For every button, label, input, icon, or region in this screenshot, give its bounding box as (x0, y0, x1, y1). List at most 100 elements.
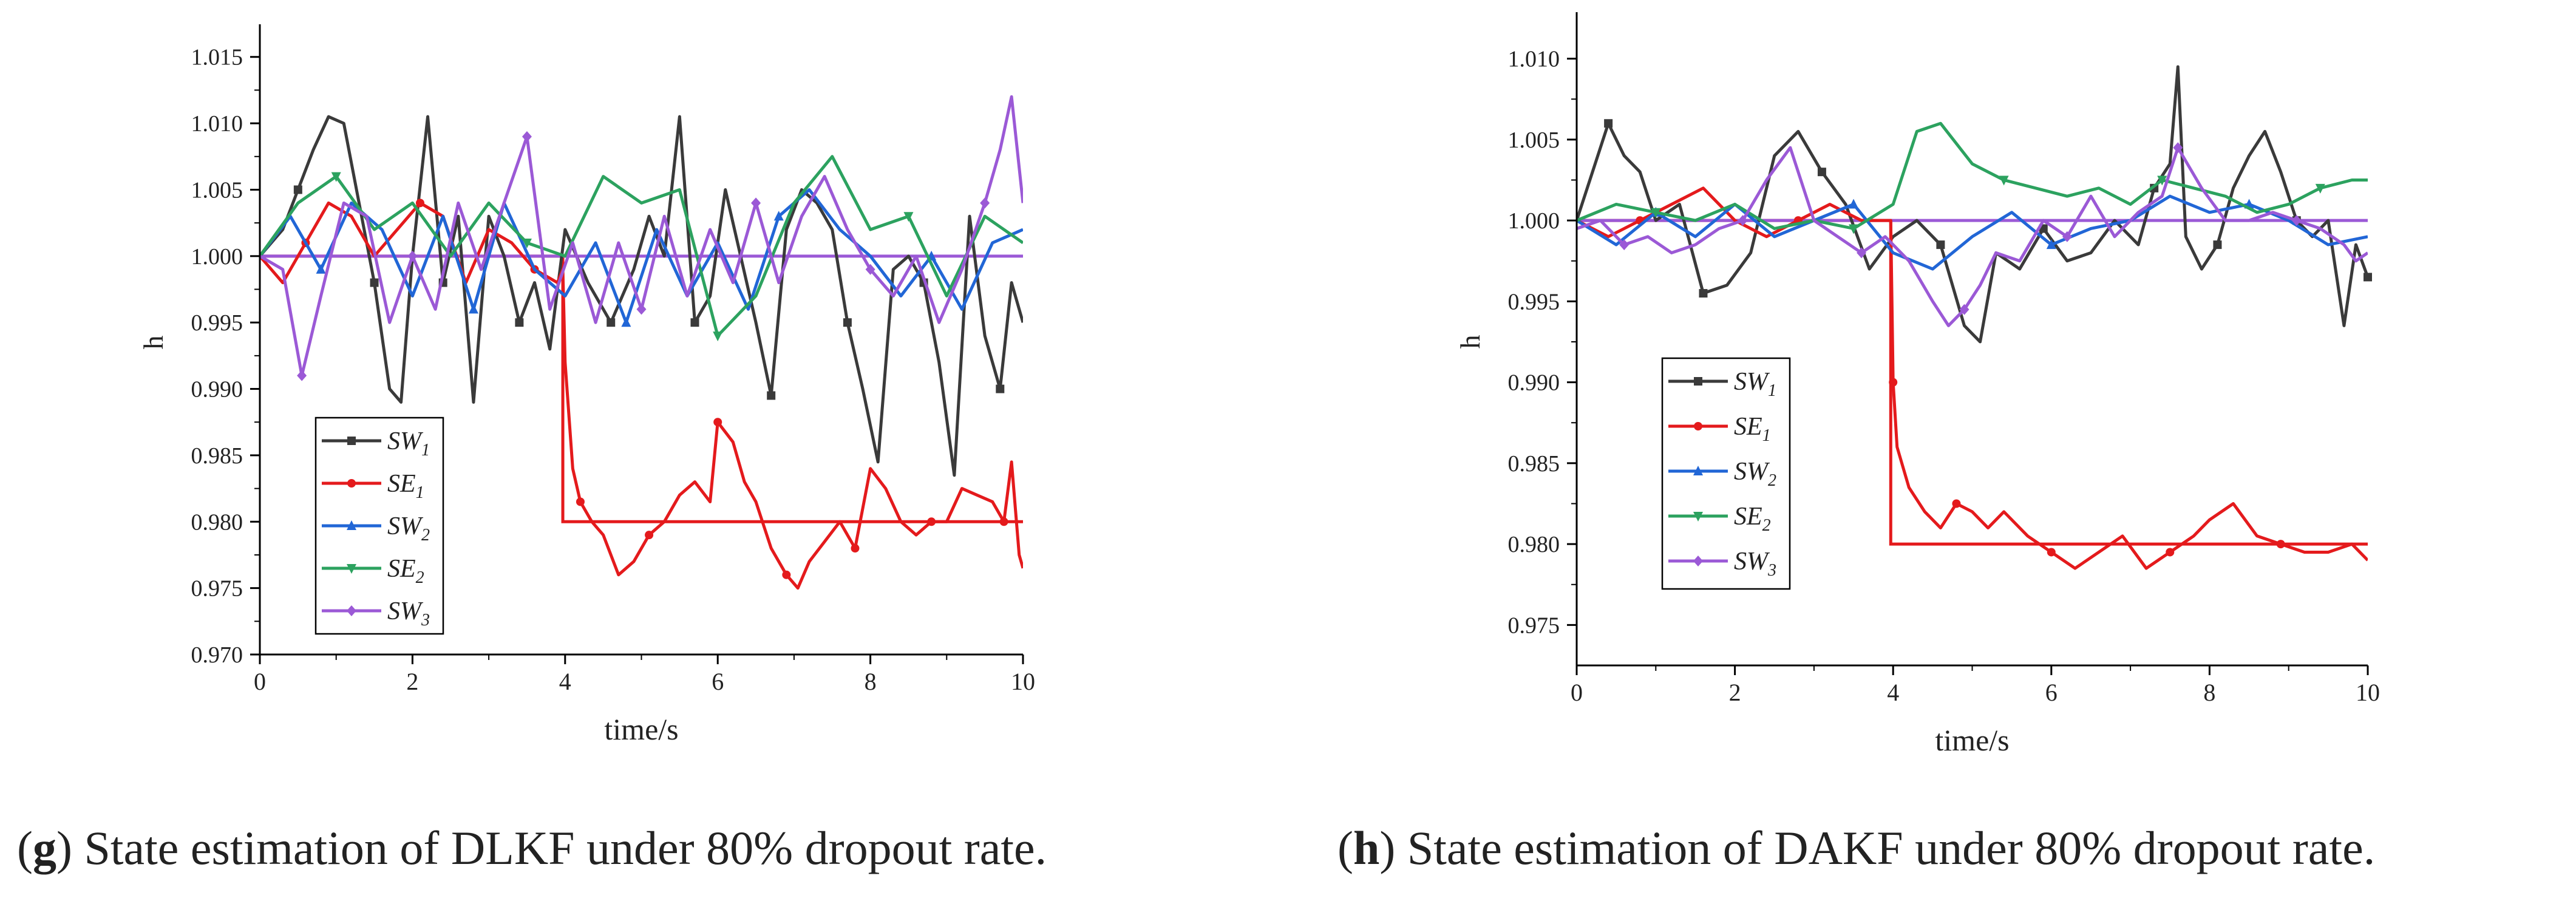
y-tick-label: 1.010 (1508, 47, 1560, 72)
data-point (1952, 499, 1961, 508)
data-point (2315, 183, 2325, 194)
data-point (331, 172, 341, 182)
data-point (415, 199, 424, 208)
x-tick-label: 0 (1571, 679, 1583, 706)
y-tick-label: 0.985 (191, 443, 243, 469)
data-point (713, 332, 723, 342)
series-line-sw3 (260, 95, 1023, 378)
data-point (468, 304, 478, 314)
legend-label: SW2 (387, 512, 430, 545)
data-point (751, 197, 761, 209)
y-tick-label: 0.985 (1508, 451, 1560, 477)
caption-h-letter: h (1353, 821, 1380, 874)
caption-h-text: ) State estimation of DAKF under 80% dro… (1379, 821, 2376, 874)
data-point (522, 131, 532, 142)
legend-label: SE1 (387, 470, 424, 502)
data-point (1699, 289, 1708, 298)
legend-marker (347, 564, 356, 574)
y-tick-label: 0.990 (191, 377, 243, 403)
y-tick-label: 1.015 (191, 45, 243, 70)
caption-h: (h) State estimation of DAKF under 80% d… (1337, 821, 2376, 874)
y-tick-label: 0.980 (191, 509, 243, 535)
legend-label: SW3 (387, 597, 430, 630)
data-point (645, 531, 654, 540)
data-point (1817, 168, 1826, 177)
legend-label: SW2 (1734, 458, 1776, 490)
y-tick-label: 1.000 (191, 244, 243, 270)
legend-marker (1693, 556, 1703, 566)
data-point (903, 212, 914, 222)
data-point (1889, 378, 1898, 387)
data-point (773, 211, 784, 221)
chart-panel-g: 0 2 4 6 8 10 0.970 0.975 0.980 0.985 0.990 0.995 1.0… (138, 24, 1035, 746)
legend-marker (1694, 377, 1702, 386)
data-point (996, 384, 1005, 393)
data-point (1738, 215, 1748, 226)
legend-label: SW3 (1734, 548, 1776, 580)
y-tick-label: 0.980 (1508, 532, 1560, 557)
legend-marker (347, 479, 356, 488)
data-point (2364, 273, 2372, 282)
data-point (2173, 142, 2183, 154)
x-axis-label: time/s (604, 712, 678, 746)
data-point (1849, 224, 1859, 234)
data-point (1849, 199, 1859, 209)
data-point (782, 570, 791, 579)
x-tick-label: 10 (2356, 679, 2380, 706)
x-tick-label: 2 (406, 668, 418, 695)
data-point (293, 185, 302, 194)
series-line-se2 (260, 155, 1023, 338)
data-point (1651, 208, 1661, 218)
x-tick-label: 8 (2203, 679, 2215, 706)
data-point (2291, 215, 2302, 226)
legend-box (1661, 357, 1791, 590)
y-tick-label: 0.995 (191, 310, 243, 336)
data-point (515, 318, 524, 327)
legend-marker (347, 520, 356, 530)
data-point (2157, 175, 2167, 186)
legend-label: SE1 (1734, 413, 1771, 445)
data-point (576, 497, 585, 506)
caption-g: (g) State estimation of DLKF under 80% d… (17, 821, 1047, 874)
data-point (1604, 119, 1613, 128)
x-axis-label: time/s (1935, 723, 2009, 757)
y-tick-label: 1.010 (191, 111, 243, 137)
x-tick-label: 6 (2045, 679, 2058, 706)
y-tick-label: 0.970 (191, 642, 243, 668)
y-tick-label: 0.975 (191, 576, 243, 602)
legend-marker (347, 605, 356, 616)
caption-g-letter: g (32, 821, 56, 874)
data-point (636, 304, 647, 315)
data-point (2047, 548, 2056, 557)
data-point (999, 517, 1008, 526)
data-point (1999, 175, 2009, 186)
data-point (621, 317, 631, 327)
data-point (2062, 231, 2072, 242)
data-point (851, 544, 860, 553)
y-axis-label: h (138, 336, 169, 350)
data-point (407, 250, 418, 262)
legend-label: SW1 (387, 427, 430, 460)
data-point (767, 391, 776, 400)
y-axis-label: h (1455, 335, 1486, 349)
data-point (865, 264, 875, 275)
data-point (1619, 239, 1630, 251)
series-line-sw2 (1577, 194, 2368, 271)
legend-marker (1694, 422, 1702, 430)
y-tick-label: 0.975 (1508, 613, 1560, 638)
x-tick-label: 4 (559, 668, 571, 695)
series-line-se2 (1577, 121, 2368, 230)
caption-g-text: ) State estimation of DLKF under 80% dro… (56, 821, 1047, 874)
data-point (713, 418, 722, 427)
data-point (927, 517, 936, 526)
data-point (1959, 304, 1969, 315)
legend-marker (1693, 466, 1703, 475)
data-point (843, 318, 852, 327)
x-tick-label: 6 (712, 668, 724, 695)
data-point (316, 264, 326, 274)
x-tick-label: 10 (1011, 668, 1035, 695)
legend-label: SE2 (1734, 503, 1771, 535)
data-point (2166, 548, 2175, 557)
data-point (2213, 240, 2222, 250)
